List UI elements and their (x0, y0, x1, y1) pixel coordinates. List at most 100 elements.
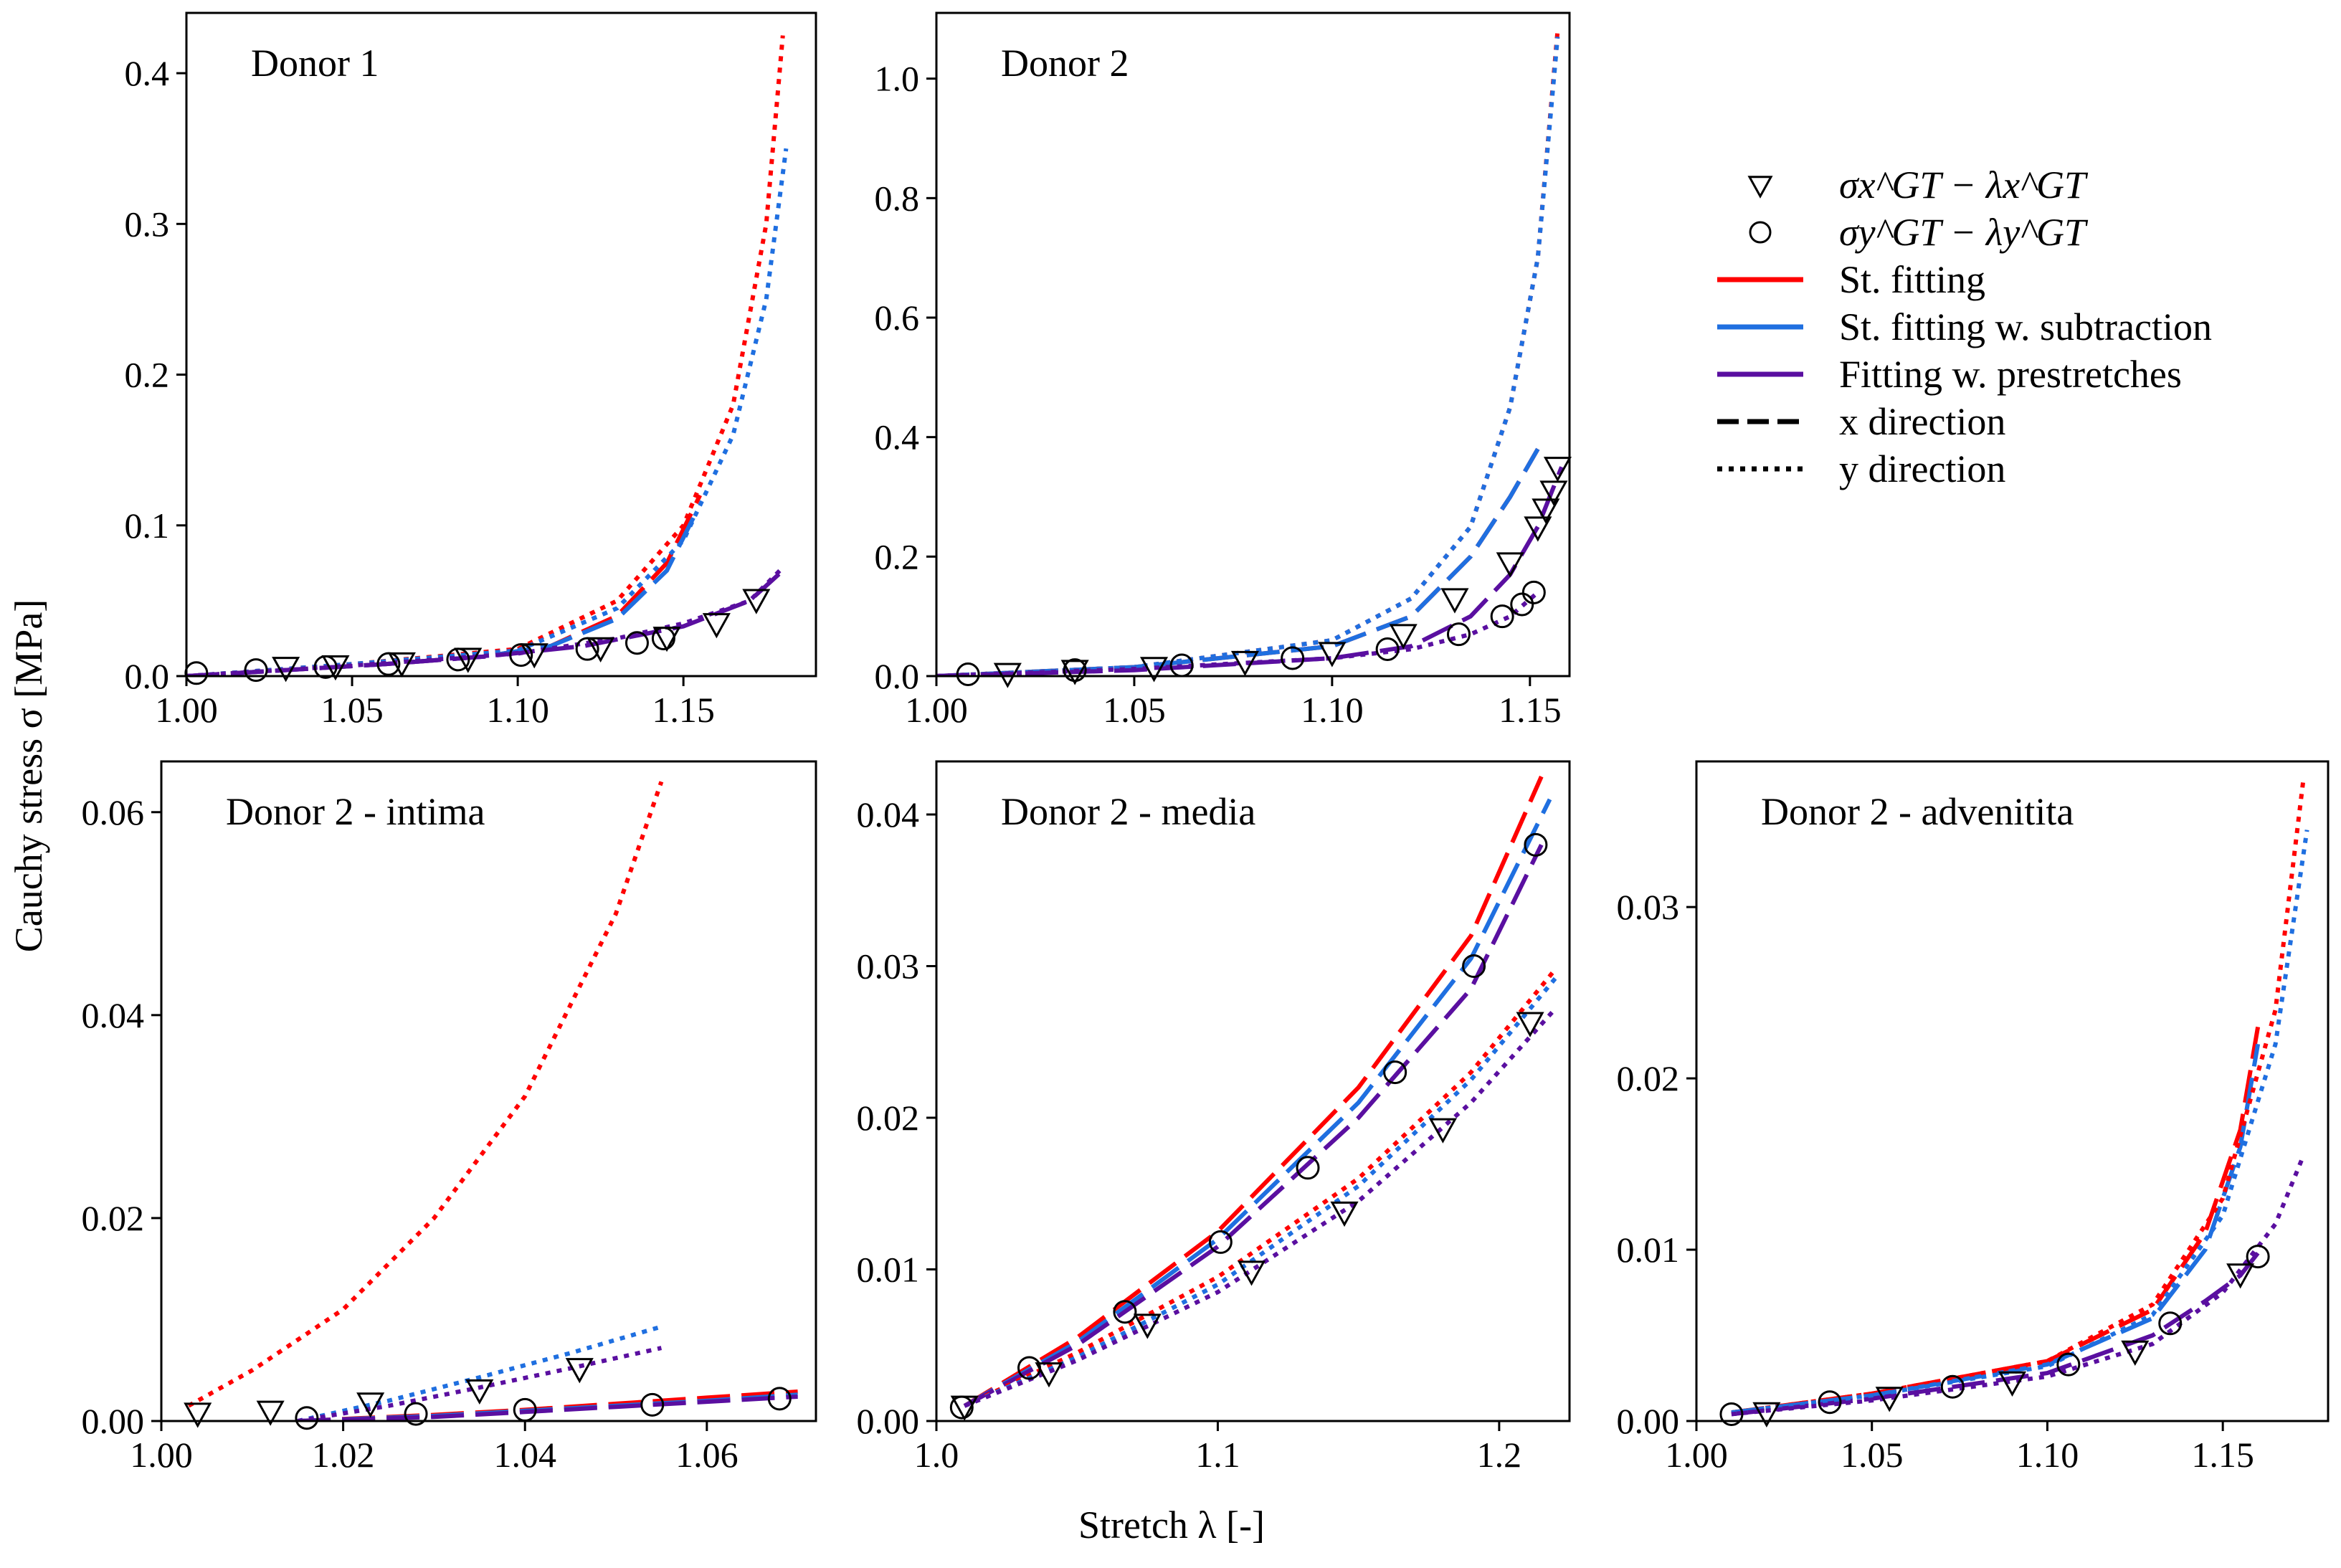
legend-item-gt_x: σx^GT − λx^GT (1747, 163, 2089, 206)
x-tick-label: 1.15 (652, 690, 715, 730)
marker-gt-y (244, 658, 268, 683)
curve-pre-y (1731, 1154, 2306, 1417)
marker-gt-y (1063, 658, 1087, 683)
y-tick-label: 0.1 (125, 505, 170, 546)
y-tick-label: 0.01 (1617, 1230, 1680, 1270)
marker-gt-y (376, 652, 401, 676)
x-tick-label: 1.00 (155, 690, 218, 730)
marker-gt-y (1281, 646, 1305, 670)
legend-label: σy^GT − λy^GT (1839, 211, 2089, 254)
x-axis-label: Stretch λ [-] (1078, 1503, 1265, 1546)
curve-pre-y (936, 591, 1539, 676)
y-tick-label: 1.0 (875, 59, 920, 99)
marker-gt-x (1230, 650, 1260, 677)
marker-gt-x (454, 647, 483, 673)
legend-item-sub: St. fitting w. subtraction (1717, 305, 2212, 348)
panel-title: Donor 2 - media (1001, 790, 1255, 833)
legend-item-xdir: x direction (1717, 400, 2005, 443)
axes-frame (935, 760, 1571, 1422)
curve-sub-y (964, 977, 1557, 1408)
marker-gt-y (1383, 1060, 1407, 1085)
curve-st-y (936, 30, 1560, 676)
curve-st-y (186, 35, 785, 676)
curve-sub-x (936, 447, 1540, 676)
panel-markers (184, 1358, 792, 1430)
x-tick-label: 1.00 (905, 690, 968, 730)
panel-markers (1719, 1245, 2270, 1427)
y-tick-label: 0.04 (82, 995, 145, 1035)
y-tick-label: 0.00 (1617, 1401, 1680, 1441)
marker-gt-y (625, 631, 649, 655)
legend-circle-marker (1749, 221, 1772, 244)
marker-gt-x (1428, 1118, 1457, 1144)
curve-st-y (187, 781, 664, 1408)
marker-gt-y (1940, 1374, 1965, 1399)
panel-markers (184, 589, 771, 685)
axes-frame (160, 760, 817, 1422)
legend-label: Fitting w. prestretches (1839, 353, 2182, 396)
y-tick-label: 0.00 (857, 1401, 920, 1441)
x-tick-label: 1.1 (1195, 1435, 1240, 1475)
curve-sub-y (1731, 830, 2309, 1415)
marker-gt-x (256, 1400, 285, 1426)
marker-gt-x (1543, 457, 1572, 483)
y-tick-label: 0.02 (857, 1098, 920, 1138)
panel-4: 1.0 1.1 1.2 0.00 0.01 0.02 0.03 0.04 Donor 2 - m… (857, 760, 1571, 1475)
panel-curves (186, 35, 789, 676)
marker-gt-y (509, 643, 533, 667)
curve-st-y (1731, 778, 2306, 1415)
legend-item-ydir: y direction (1717, 447, 2005, 490)
curve-pre-x (298, 1394, 798, 1421)
marker-gt-y (2158, 1311, 2183, 1336)
marker-gt-x (1318, 642, 1347, 667)
legend-item-gt_y: σy^GT − λy^GT (1749, 211, 2089, 254)
marker-gt-y (1113, 1300, 1137, 1324)
x-tick-label: 1.05 (1103, 690, 1166, 730)
marker-gt-x (272, 657, 300, 683)
x-tick-label: 1.15 (1499, 690, 1562, 730)
x-tick-label: 1.05 (1841, 1435, 1904, 1475)
marker-gt-x (465, 1379, 494, 1405)
panel-title: Donor 2 (1001, 42, 1129, 85)
marker-gt-x (1389, 624, 1418, 650)
x-tick-label: 1.05 (320, 690, 384, 730)
marker-gt-y (651, 626, 675, 650)
curve-st-x (1731, 1026, 2261, 1415)
curve-st-x (963, 775, 1544, 1408)
y-tick-label: 0.02 (1617, 1058, 1680, 1098)
x-tick-label: 1.0 (914, 1435, 959, 1475)
marker-gt-x (1237, 1260, 1266, 1286)
legend-label: St. fitting (1839, 258, 1985, 301)
x-tick-label: 1.10 (2016, 1435, 2079, 1475)
marker-gt-x (1496, 552, 1524, 578)
curve-pre-y (297, 1346, 663, 1421)
marker-gt-x (565, 1358, 594, 1384)
y-tick-label: 0.0 (875, 656, 920, 696)
marker-gt-y (767, 1387, 792, 1411)
marker-gt-y (2056, 1352, 2081, 1377)
marker-gt-x (2226, 1263, 2255, 1289)
marker-gt-y (575, 637, 599, 661)
curve-sub-x (186, 516, 695, 676)
curve-sub-y (297, 1324, 663, 1421)
x-tick-label: 1.02 (312, 1435, 375, 1475)
marker-gt-x (993, 662, 1022, 688)
marker-gt-x (184, 1402, 212, 1428)
marker-gt-y (956, 662, 980, 686)
marker-gt-x (702, 613, 731, 639)
y-tick-label: 0.03 (1617, 887, 1680, 927)
marker-gt-x (1998, 1371, 2027, 1397)
marker-gt-y (1296, 1156, 1320, 1180)
marker-gt-x (1060, 660, 1089, 685)
axes-frame (935, 11, 1571, 678)
marker-gt-y (1719, 1402, 1744, 1426)
marker-gt-x (2121, 1340, 2150, 1366)
y-tick-label: 0.2 (125, 355, 170, 395)
curve-st-x (936, 447, 1540, 676)
marker-gt-y (1462, 954, 1486, 979)
curve-sub-x (963, 798, 1552, 1408)
marker-gt-y (1446, 622, 1471, 647)
panel-title: Donor 2 - advenitita (1761, 790, 2074, 833)
marker-gt-y (1017, 1356, 1042, 1380)
panel-1: 1.00 1.05 1.10 1.15 0.0 0.1 0.2 0.3 0.4 Donor 1 (125, 11, 817, 730)
